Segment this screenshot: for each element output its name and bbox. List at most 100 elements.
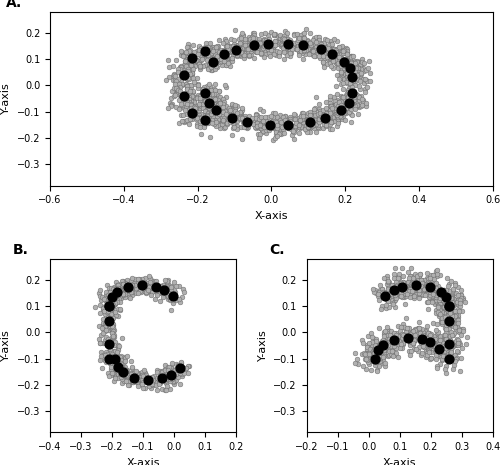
Point bbox=[290, 129, 298, 136]
Point bbox=[320, 60, 328, 68]
Point bbox=[402, 331, 410, 339]
Point bbox=[185, 95, 193, 102]
Point bbox=[122, 281, 130, 289]
Point bbox=[220, 113, 228, 120]
Point bbox=[162, 281, 170, 288]
Point bbox=[304, 37, 312, 45]
Point bbox=[336, 75, 344, 82]
Point bbox=[191, 80, 199, 88]
Point bbox=[207, 107, 215, 114]
Point bbox=[346, 53, 354, 60]
Point bbox=[420, 337, 428, 344]
Point bbox=[211, 80, 219, 87]
Point bbox=[146, 283, 154, 291]
Point bbox=[428, 284, 436, 291]
Point bbox=[195, 60, 203, 67]
Point bbox=[384, 351, 392, 359]
Point bbox=[426, 285, 434, 292]
Point bbox=[283, 30, 291, 37]
Point bbox=[164, 56, 172, 64]
Point bbox=[424, 278, 432, 286]
Point bbox=[114, 289, 122, 297]
Point bbox=[220, 46, 228, 53]
Point bbox=[368, 351, 376, 358]
Point bbox=[264, 120, 272, 127]
Point bbox=[344, 93, 351, 100]
Point bbox=[188, 49, 196, 56]
Point bbox=[168, 359, 175, 366]
Point bbox=[149, 377, 157, 384]
Point bbox=[378, 345, 386, 353]
Point bbox=[107, 305, 115, 312]
Point bbox=[258, 122, 266, 130]
Point bbox=[155, 283, 163, 291]
Point bbox=[176, 87, 184, 95]
Point bbox=[326, 92, 334, 100]
Point bbox=[241, 42, 249, 49]
Point bbox=[299, 30, 307, 38]
Point bbox=[178, 80, 186, 88]
Point bbox=[328, 125, 336, 133]
Point bbox=[298, 49, 306, 57]
Point bbox=[196, 114, 203, 122]
Point bbox=[206, 90, 214, 98]
Point bbox=[243, 118, 251, 125]
Point bbox=[212, 63, 220, 70]
Point bbox=[280, 55, 288, 63]
Point bbox=[108, 369, 116, 376]
Point bbox=[354, 103, 362, 111]
Point bbox=[240, 114, 248, 122]
Point bbox=[392, 344, 400, 352]
Point bbox=[344, 108, 352, 115]
Point bbox=[219, 58, 227, 66]
Point bbox=[111, 290, 119, 298]
Point bbox=[134, 375, 142, 383]
Point bbox=[342, 91, 349, 99]
Point bbox=[148, 285, 156, 292]
Point bbox=[244, 45, 252, 53]
Point bbox=[434, 287, 442, 294]
Point bbox=[422, 341, 430, 348]
Point bbox=[168, 372, 176, 379]
Point bbox=[422, 353, 430, 360]
Point bbox=[228, 46, 236, 53]
Point bbox=[365, 356, 373, 363]
Point bbox=[334, 120, 342, 127]
Point bbox=[186, 100, 194, 107]
Point bbox=[328, 105, 336, 112]
Point bbox=[402, 333, 409, 341]
Point bbox=[166, 371, 173, 378]
Point bbox=[166, 297, 174, 304]
Point bbox=[182, 82, 190, 90]
Point bbox=[236, 115, 244, 123]
Point bbox=[114, 341, 122, 348]
Point bbox=[181, 51, 189, 58]
Point bbox=[212, 123, 220, 130]
Point bbox=[210, 104, 218, 111]
Point bbox=[184, 362, 192, 370]
Point bbox=[451, 324, 459, 331]
Point bbox=[238, 29, 246, 37]
Point bbox=[388, 286, 396, 293]
Point bbox=[172, 282, 180, 289]
Point bbox=[204, 51, 212, 58]
Point bbox=[406, 272, 414, 279]
Point bbox=[182, 85, 190, 93]
Point bbox=[217, 98, 225, 105]
Point bbox=[182, 99, 190, 106]
Point bbox=[300, 34, 308, 41]
Point bbox=[146, 285, 154, 292]
Point bbox=[240, 124, 248, 131]
Point bbox=[417, 335, 425, 343]
Point bbox=[278, 43, 286, 50]
Point bbox=[206, 63, 214, 71]
Point bbox=[112, 292, 120, 299]
Point bbox=[454, 298, 462, 306]
Point bbox=[340, 93, 347, 101]
Point bbox=[326, 50, 334, 57]
Point bbox=[109, 303, 117, 311]
Point bbox=[216, 56, 224, 63]
Point bbox=[444, 342, 452, 349]
Point bbox=[232, 107, 239, 115]
Point bbox=[114, 292, 122, 299]
